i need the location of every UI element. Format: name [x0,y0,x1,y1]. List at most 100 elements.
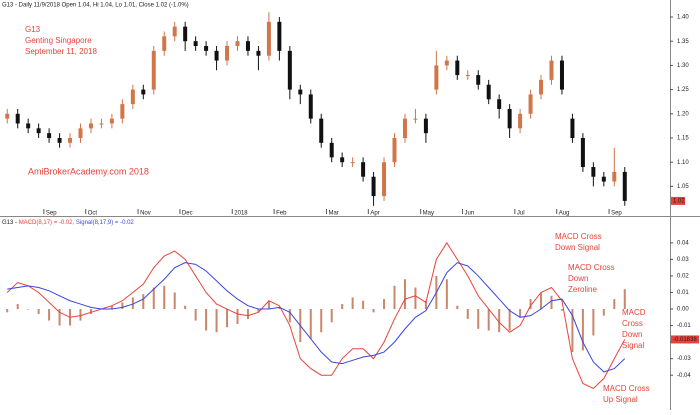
x-tick-label: Apr [370,211,379,217]
histogram-bar [362,300,365,310]
histogram-bar [540,292,543,310]
histogram-bar [27,309,30,310]
histogram-bar [403,279,406,310]
candle-body [570,118,575,138]
y-tick-label: 1.15 [677,136,689,142]
last-value-box [671,335,699,344]
histogram-bar [456,305,459,310]
y-tick-label: 0.02 [677,273,689,279]
histogram-bar [163,285,166,310]
x-tick-label: Mar [328,211,338,217]
histogram-bar [592,309,595,336]
candle-body [193,41,198,47]
histogram-bar [445,279,448,310]
histogram-bar [581,309,584,351]
histogram-bar [121,302,124,310]
candle-body [382,162,387,197]
candle-body [68,137,73,143]
candle-body [539,79,544,95]
annotation: Down [622,330,642,339]
histogram-bar [194,309,197,321]
candle-body [413,118,418,120]
candle-body [298,89,303,95]
last-price-label: 1.02 [673,198,685,204]
histogram-bar [184,305,187,310]
candle-body [151,50,156,90]
candle-body [225,46,230,61]
candle-body [361,162,366,177]
candle-body [319,118,324,143]
legend-entry: Signal(8,17,9) = -0.02 [76,220,135,226]
candle-body [183,26,188,42]
y-tick-label: 1.25 [677,87,689,93]
candle-body [434,65,439,90]
x-tick-label: Nov [140,211,151,217]
candle-body [204,46,209,51]
candle-body [277,21,282,51]
y-tick-label: 1.05 [677,184,689,190]
histogram-bar [571,309,574,353]
histogram-bar [487,309,490,331]
annotation: G13 [25,25,41,34]
annotation: Zeroline [568,285,597,294]
y-tick-label: 1.35 [677,39,689,45]
candle-body [78,128,83,138]
candle-body [497,99,502,109]
y-tick-label: 1.10 [677,160,689,166]
price-header: G13 - Daily 11/9/2018 Open 1.04, Hi 1.04… [2,3,189,9]
histogram-bar [351,297,354,310]
histogram-bar [58,309,61,326]
candle-body [455,60,460,76]
y-tick-label: 1.40 [677,15,689,21]
y-tick-label: 0.03 [677,257,689,263]
candle-body [109,118,114,124]
last-value-label: -0.01838 [673,337,697,343]
candle-body [245,41,250,51]
histogram-bar [424,300,427,310]
candle-body [559,60,564,90]
annotation: AmiBrokerAcademy.com 2018 [28,166,149,176]
histogram-bar [89,309,92,314]
histogram-bar [508,309,511,331]
x-tick-label: May [423,211,434,217]
x-tick-label: Jun [465,211,475,217]
histogram-bar [498,309,501,333]
histogram-bar [131,297,134,310]
candle-body [15,113,20,124]
histogram-bar [466,309,469,319]
histogram-bar [519,309,522,318]
histogram-bar [309,309,312,339]
candle-body [518,113,523,129]
x-tick-label: Sep [611,211,622,217]
x-tick-label: Jul [517,211,525,217]
histogram-bar [215,309,218,333]
legend-entry: MACD(8,17) = -0.02, [19,220,75,226]
candle-body [172,26,177,37]
annotation: Down [568,274,588,283]
histogram-bar [267,300,270,310]
candle-body [57,137,62,143]
y-tick-label: 0.00 [677,307,689,313]
annotation: Down Signal [555,243,600,252]
candle-body [266,21,271,56]
candle-body [350,162,355,164]
annotation: MACD Cross [603,384,650,393]
candle-body [528,94,533,114]
candle-body [549,60,554,80]
candle-body [601,176,606,182]
candle-body [5,113,10,119]
candle-body [235,41,240,47]
histogram-bar [613,299,616,310]
candle-body [47,133,52,138]
candle-body [162,36,167,51]
y-tick-label: -0.03 [677,356,691,362]
candle-body [329,142,334,158]
histogram-bar [48,309,51,321]
histogram-bar [152,287,155,310]
y-tick-label: 1.30 [677,63,689,69]
y-tick-label: -0.01 [677,323,691,329]
histogram-bar [173,292,176,310]
x-tick-label: Sep [46,211,57,217]
histogram-bar [414,287,417,310]
